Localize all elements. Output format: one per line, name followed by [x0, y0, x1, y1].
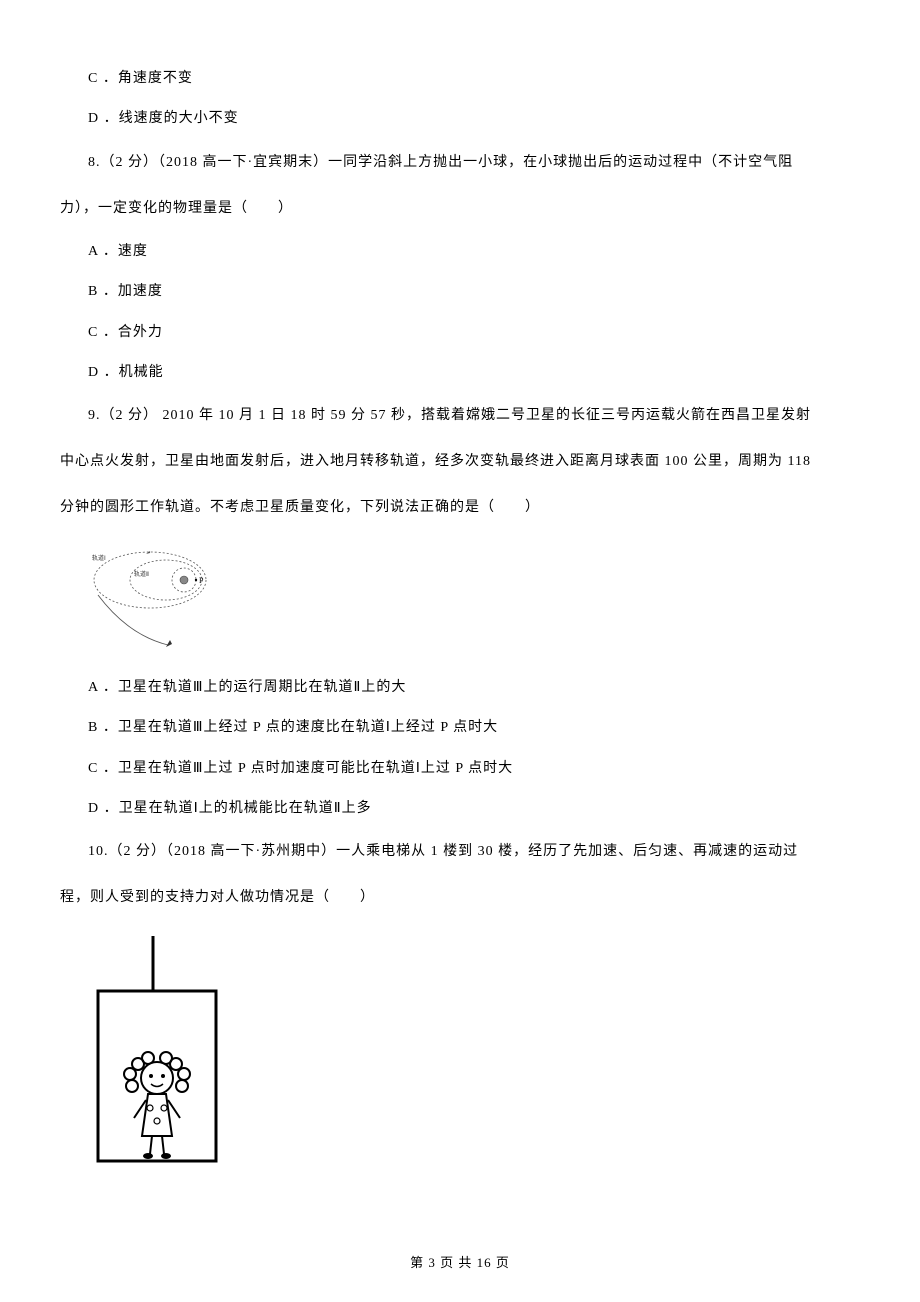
orbit-diagram-icon: P 轨道Ⅰ 轨道Ⅱ	[88, 540, 228, 650]
q8-option-c: C ．合外力	[88, 322, 860, 344]
elevator-diagram-icon	[88, 936, 238, 1166]
q10-stem-line2: 程，则人受到的支持力对人做功情况是（ ）	[60, 884, 860, 912]
q9-orbit-figure: P 轨道Ⅰ 轨道Ⅱ	[88, 540, 860, 658]
orbit-label-ii: 轨道Ⅱ	[134, 570, 149, 578]
option-c: C ．角速度不变	[88, 68, 860, 90]
page-footer: 第 3 页 共 16 页	[60, 1253, 860, 1274]
q9-stem-line1: 9.（2 分） 2010 年 10 月 1 日 18 时 59 分 57 秒，搭…	[60, 402, 860, 430]
q8-option-a: A ．速度	[88, 241, 860, 263]
q9-option-a: A ．卫星在轨道Ⅲ上的运行周期比在轨道Ⅱ上的大	[88, 677, 860, 699]
q9-option-b: B ．卫星在轨道Ⅲ上经过 P 点的速度比在轨道Ⅰ上经过 P 点时大	[88, 717, 860, 739]
q9-option-d: D ．卫星在轨道Ⅰ上的机械能比在轨道Ⅱ上多	[88, 798, 860, 820]
q10-stem-line1: 10.（2 分）（2018 高一下·苏州期中）一人乘电梯从 1 楼到 30 楼，…	[60, 838, 860, 866]
q8-stem-line1: 8.（2 分）（2018 高一下·宜宾期末）一同学沿斜上方抛出一小球，在小球抛出…	[60, 149, 860, 177]
q8-stem-line2: 力），一定变化的物理量是（ ）	[60, 195, 860, 223]
q8-option-d: D ．机械能	[88, 362, 860, 384]
orbit-label-i: 轨道Ⅰ	[92, 554, 106, 562]
q9-stem-line2: 中心点火发射，卫星由地面发射后，进入地月转移轨道，经多次变轨最终进入距离月球表面…	[60, 448, 860, 476]
q10-elevator-figure	[88, 936, 860, 1174]
q9-option-c: C ．卫星在轨道Ⅲ上过 P 点时加速度可能比在轨道Ⅰ上过 P 点时大	[88, 758, 860, 780]
q8-option-b: B ．加速度	[88, 281, 860, 303]
option-d: D ．线速度的大小不变	[88, 108, 860, 130]
orbit-label-p: P	[199, 576, 204, 585]
q9-stem-line3: 分钟的圆形工作轨道。不考虑卫星质量变化，下列说法正确的是（ ）	[60, 494, 860, 522]
